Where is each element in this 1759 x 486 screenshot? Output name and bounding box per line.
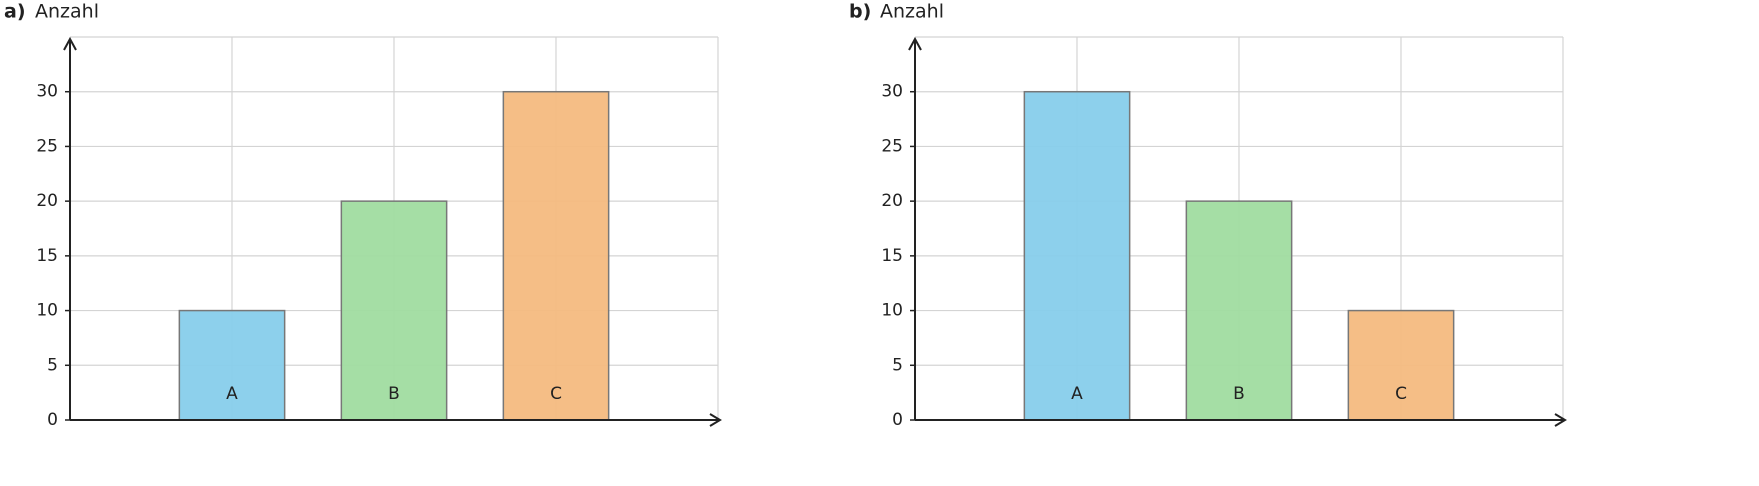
y-tick-label: 0 (47, 410, 58, 430)
y-tick-label: 20 (881, 191, 903, 211)
category-label: B (388, 384, 400, 404)
bar (1185, 200, 1293, 421)
x-axis-arrow (1554, 413, 1567, 427)
y-tick-label: 30 (881, 82, 903, 102)
y-axis-arrow (63, 36, 77, 51)
category-label: B (1233, 384, 1245, 404)
bar (340, 200, 448, 421)
panel-label: a) (4, 1, 26, 23)
category-label: C (1395, 384, 1407, 404)
category-label: A (1071, 384, 1083, 404)
y-tick-label: 5 (47, 355, 58, 375)
y-tick-label: 25 (36, 136, 58, 156)
chart-title: Anzahl (35, 1, 99, 23)
y-tick-label: 10 (36, 301, 58, 321)
bar (502, 90, 610, 421)
y-tick-label: 5 (892, 355, 903, 375)
y-tick-label: 10 (881, 301, 903, 321)
y-axis-arrow (908, 36, 922, 51)
bar (1347, 309, 1455, 421)
x-axis-arrow (709, 413, 722, 427)
y-tick-label: 15 (36, 246, 58, 266)
bar (1023, 90, 1131, 421)
category-label: C (550, 384, 562, 404)
chart-title: Anzahl (880, 1, 944, 23)
y-tick-label: 20 (36, 191, 58, 211)
category-label: A (226, 384, 238, 404)
y-tick-label: 15 (881, 246, 903, 266)
y-tick-label: 0 (892, 410, 903, 430)
bar (178, 309, 286, 421)
panel-label: b) (849, 1, 871, 23)
y-tick-label: 25 (881, 136, 903, 156)
y-tick-label: 30 (36, 82, 58, 102)
